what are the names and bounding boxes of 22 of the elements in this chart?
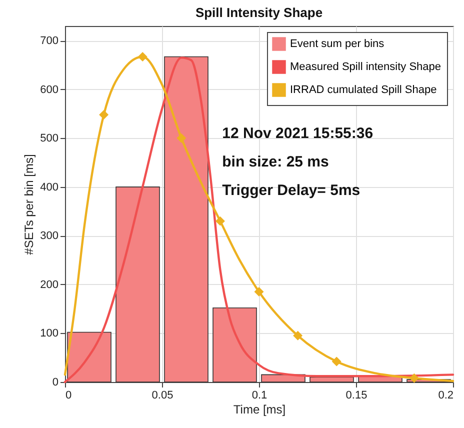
y-axis-title: #SETs per bin [ms]: [22, 154, 36, 255]
legend-label: Measured Spill intensity Shape: [290, 61, 442, 73]
annotation: Trigger Delay= 5ms: [222, 182, 360, 199]
y-tick-label: 300: [40, 230, 58, 242]
y-tick-label: 100: [40, 328, 58, 340]
x-tick-label: 0.2: [438, 390, 454, 402]
y-tick-label: 700: [40, 35, 58, 48]
x-tick-label: 0.1: [252, 390, 268, 402]
x-tick-label: 0: [66, 390, 72, 402]
chart-title: Spill Intensity Shape: [195, 5, 323, 20]
annotation: 12 Nov 2021 15:55:36: [222, 124, 374, 142]
x-axis-title: Time [ms]: [233, 402, 286, 416]
legend-label: IRRAD cumulated Spill Shape: [290, 84, 437, 96]
y-tick-label: 400: [40, 181, 58, 194]
y-tick-label: 600: [40, 84, 58, 96]
x-tick-label: 0.05: [152, 390, 174, 402]
annotation: bin size: 25 ms: [222, 153, 329, 170]
y-tick-label: 0: [52, 376, 58, 388]
y-tick-label: 200: [40, 278, 58, 291]
x-tick-label: 0.15: [346, 390, 368, 402]
legend-label: Event sum per bins: [290, 38, 385, 50]
y-tick-label: 500: [40, 132, 58, 145]
